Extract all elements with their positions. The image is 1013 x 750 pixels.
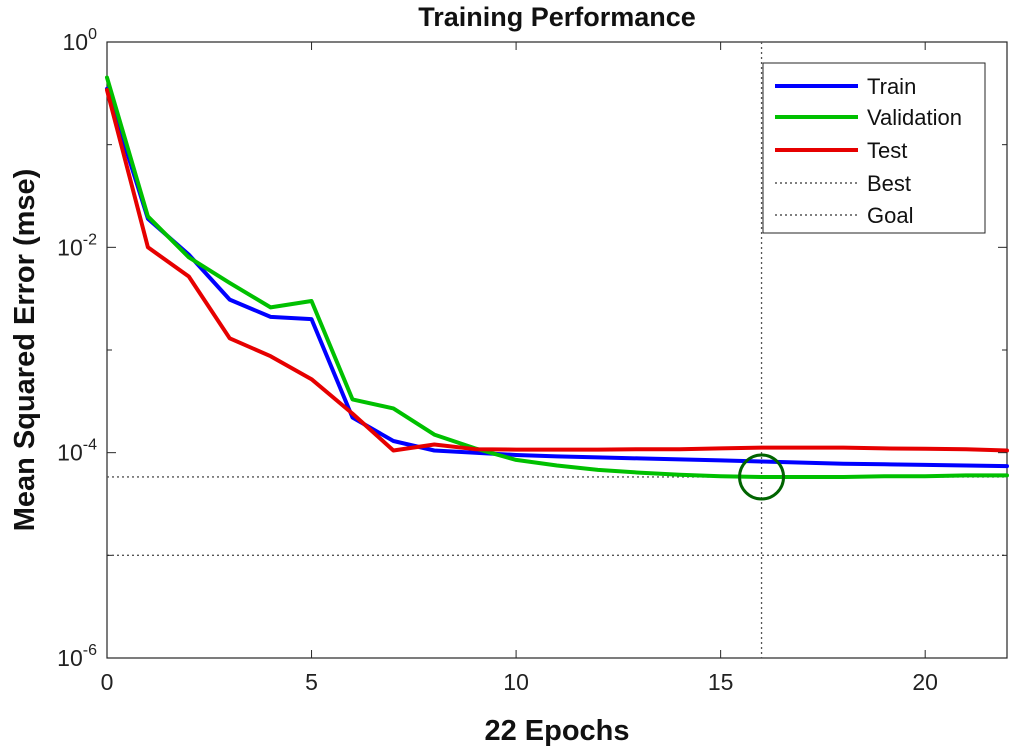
chart-title: Training Performance (418, 2, 696, 32)
legend-entry-train: Train (775, 74, 916, 99)
x-tick-label: 20 (912, 669, 938, 695)
x-tick-label: 10 (503, 669, 529, 695)
legend-entry-test: Test (775, 138, 907, 163)
x-tick-label: 0 (101, 669, 114, 695)
legend-label-best: Best (867, 171, 911, 196)
legend: Train Validation Test Best Goal (762, 62, 986, 234)
y-tick-label: 100 (63, 26, 98, 55)
legend-entry-best: Best (775, 171, 911, 196)
legend-label-test: Test (867, 138, 907, 163)
series-line-validation (105, 75, 1009, 479)
y-tick-label: 10-2 (57, 231, 97, 260)
legend-label-train: Train (867, 74, 916, 99)
y-tick-label: 10-4 (57, 437, 97, 466)
legend-entry-goal: Goal (775, 203, 913, 228)
series-line-train (105, 86, 1009, 469)
x-axis-ticks: 0 5 10 15 20 (101, 42, 938, 695)
x-axis-label: 22 Epochs (484, 715, 629, 747)
legend-label-validation: Validation (867, 105, 962, 130)
series-line-test (105, 88, 1009, 453)
x-tick-label: 15 (708, 669, 734, 695)
y-tick-label: 10-6 (57, 642, 97, 671)
x-tick-label: 5 (305, 669, 318, 695)
legend-entry-validation: Validation (775, 105, 962, 130)
legend-label-goal: Goal (867, 203, 913, 228)
y-axis-label: Mean Squared Error (mse) (9, 169, 41, 532)
best-point-marker (738, 453, 786, 501)
y-axis-ticks: 100 10-2 10-4 10-6 (57, 26, 1007, 671)
series-layer (105, 75, 1009, 479)
marker-layer (738, 453, 786, 501)
